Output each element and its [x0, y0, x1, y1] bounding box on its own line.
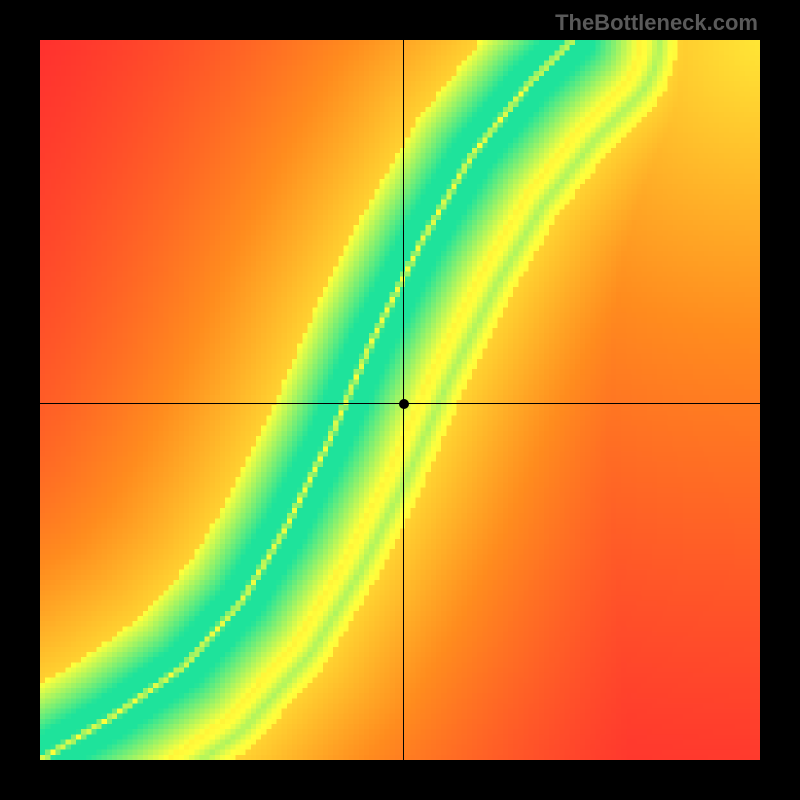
watermark-text: TheBottleneck.com [555, 10, 758, 36]
chart-stage: TheBottleneck.com [0, 0, 800, 800]
crosshair-point [399, 399, 409, 409]
